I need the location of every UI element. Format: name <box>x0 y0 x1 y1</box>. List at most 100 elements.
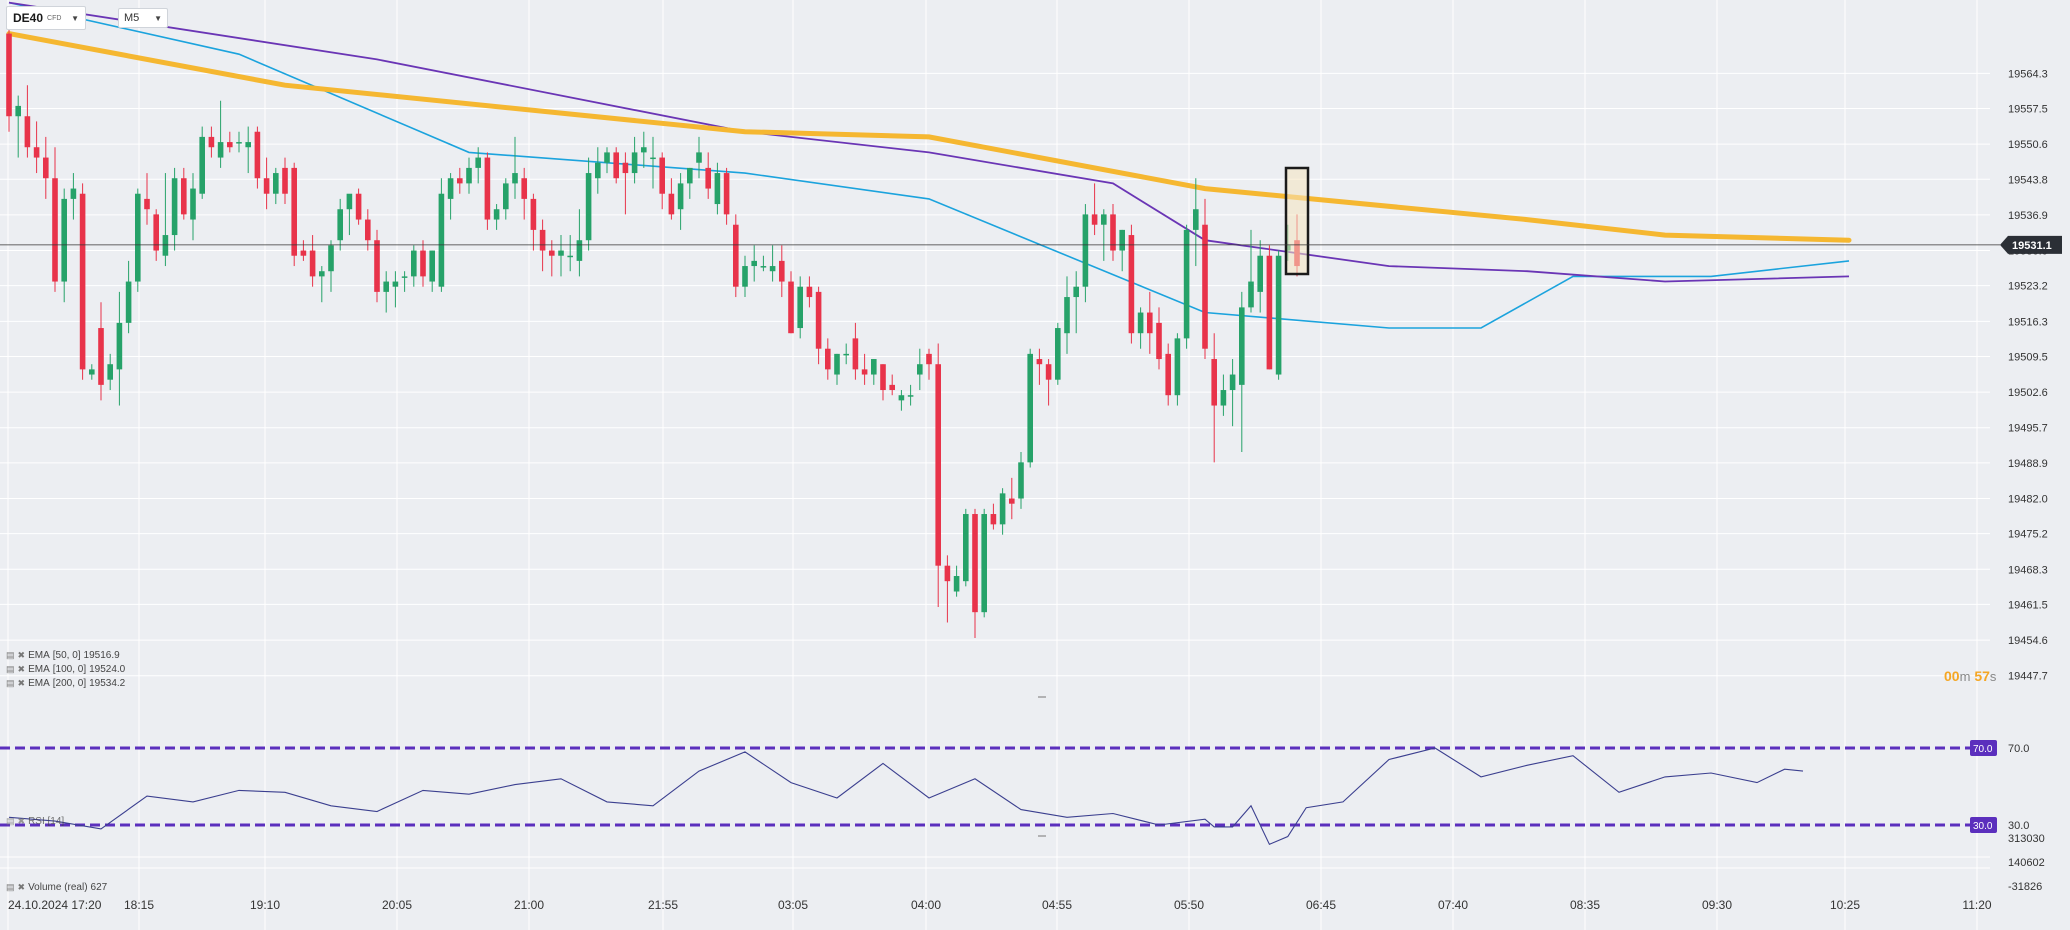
candle-bull <box>751 260 757 267</box>
close-icon[interactable]: ✖ <box>17 650 26 660</box>
x-tick-label: 03:05 <box>778 898 808 912</box>
settings-icon[interactable]: ▤ <box>6 678 15 688</box>
candle-bull <box>383 281 389 292</box>
candle-bull <box>953 576 960 592</box>
rsi-upper-tag-label: 70.0 <box>1973 744 1993 755</box>
candle-bear <box>181 178 187 215</box>
candle-bear <box>852 338 859 370</box>
candle-bear <box>153 214 159 251</box>
symbol-type: CFD <box>47 14 62 22</box>
candle-bear <box>861 369 868 375</box>
candle-bull <box>466 167 472 184</box>
candle-bull <box>898 395 905 401</box>
candle-bear <box>1128 235 1135 334</box>
candle-bull <box>401 276 408 278</box>
candle-bear <box>355 193 362 220</box>
candle-bull <box>1229 374 1236 391</box>
candle-bull <box>696 152 702 163</box>
current-price-tag <box>2000 235 2062 254</box>
chevron-down-icon[interactable]: ▼ <box>71 13 79 23</box>
candle-bear <box>282 167 288 194</box>
candle-bull <box>107 364 113 380</box>
candle-bull <box>125 281 132 323</box>
candle-bull <box>1220 390 1227 406</box>
candle-bull <box>438 193 445 287</box>
legend-params: [100, 0] <box>52 664 87 675</box>
candle-bull <box>1248 281 1254 308</box>
settings-icon[interactable]: ▤ <box>6 650 15 660</box>
candle-bear <box>1147 312 1153 334</box>
x-tick-label: 05:50 <box>1174 898 1204 912</box>
candle-bull <box>576 240 583 261</box>
timeframe-selector[interactable]: M5 ▼ <box>118 8 168 28</box>
candle-bull <box>714 173 721 205</box>
candle-bear <box>208 136 215 148</box>
close-icon[interactable]: ✖ <box>17 664 26 674</box>
legend-value: 19524.0 <box>89 664 126 675</box>
candle-bear <box>1036 359 1043 365</box>
rsi-axis-label: 70.0 <box>2008 743 2029 755</box>
candle-bear <box>613 152 619 179</box>
candle-bull <box>595 162 601 179</box>
candle-bear <box>457 178 463 184</box>
y-tick-label: 19536.9 <box>2008 210 2048 222</box>
close-icon[interactable]: ✖ <box>17 882 26 892</box>
settings-icon[interactable]: ▤ <box>6 664 15 674</box>
settings-icon[interactable]: ▤ <box>6 816 15 826</box>
legend-volume[interactable]: ▤ ✖ Volume (real) 627 <box>6 882 107 893</box>
candle-bull <box>1275 255 1282 375</box>
y-tick-label: 19564.3 <box>2008 68 2048 80</box>
x-tick-label: 24.10.2024 17:20 <box>8 898 102 912</box>
x-tick-label: 11:20 <box>1962 898 1991 912</box>
candle-bear <box>539 229 546 251</box>
candle-bear <box>549 250 555 256</box>
candle-bull <box>834 353 840 375</box>
candle-bull <box>1082 214 1089 287</box>
legend-ema100[interactable]: ▤ ✖ EMA [100, 0] 19524.0 <box>6 664 125 675</box>
candle-bull <box>585 173 592 241</box>
candle-bear <box>659 157 665 194</box>
candle-bull <box>1064 297 1070 334</box>
candle-bull <box>70 188 77 199</box>
candle-bull <box>1027 353 1033 463</box>
candle-bear <box>1110 214 1116 251</box>
settings-icon[interactable]: ▤ <box>6 882 15 892</box>
candle-bear <box>263 178 270 194</box>
candle-bear <box>705 167 711 189</box>
candle-bull <box>797 286 803 329</box>
candle-bull <box>1018 462 1024 499</box>
legend-rsi[interactable]: ▤ ✖ RSI [14] <box>6 816 64 827</box>
close-icon[interactable]: ✖ <box>17 678 26 688</box>
legend-ema50[interactable]: ▤ ✖ EMA [50, 0] 19516.9 <box>6 650 120 661</box>
candle-bear <box>880 364 886 391</box>
candle-bear <box>33 147 40 158</box>
legend-ema200[interactable]: ▤ ✖ EMA [200, 0] 19534.2 <box>6 678 125 689</box>
rsi-lower-tag-label: 30.0 <box>1973 821 1993 832</box>
candle-bear <box>1156 322 1162 360</box>
candle-bull <box>116 322 123 370</box>
candle-countdown: 00m 57s <box>1944 668 1996 684</box>
x-tick-label: 09:30 <box>1702 898 1732 912</box>
x-tick-label: 07:40 <box>1438 898 1468 912</box>
close-icon[interactable]: ✖ <box>17 816 26 826</box>
symbol-selector[interactable]: DE40 CFD ▼ <box>6 6 86 30</box>
ema-100-line <box>8 1 1850 283</box>
ema-200-line <box>6 31 1852 243</box>
candle-bull <box>411 250 417 277</box>
candle-bull <box>760 266 767 268</box>
candle-bear <box>1009 498 1015 504</box>
candle-bull <box>1073 286 1079 298</box>
candle-bull <box>171 178 178 236</box>
candle-bear <box>98 328 104 385</box>
candle-bull <box>1119 229 1125 251</box>
legend-label: EMA <box>28 650 50 661</box>
candle-bear <box>52 178 58 282</box>
chevron-down-icon[interactable]: ▼ <box>154 13 162 23</box>
candle-bull <box>907 395 914 397</box>
candle-bear <box>24 116 31 148</box>
y-tick-label: 19523.2 <box>2008 281 2048 293</box>
candle-bear <box>144 198 150 210</box>
candle-bull <box>1137 312 1144 334</box>
